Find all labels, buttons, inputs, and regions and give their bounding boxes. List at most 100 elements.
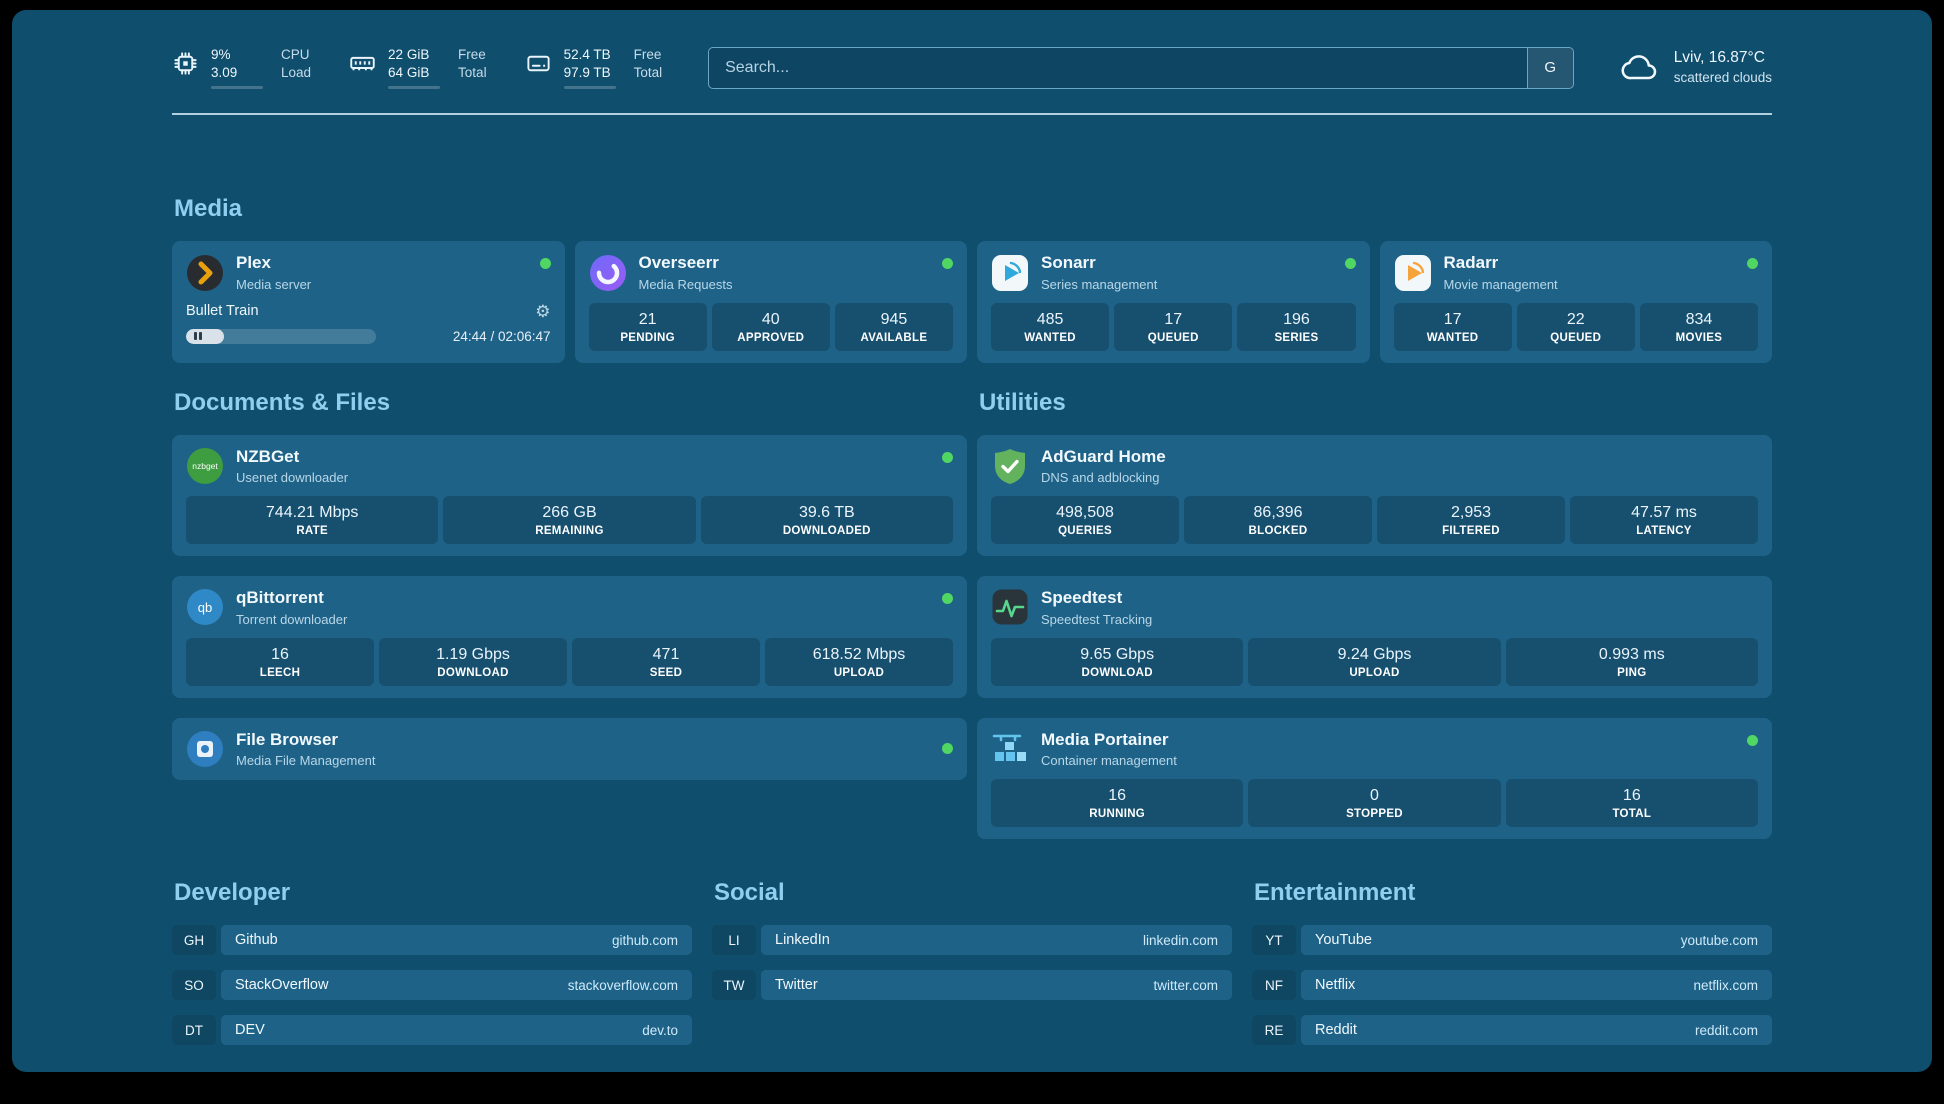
section-title-utilities: Utilities: [979, 388, 1066, 416]
adguard-shield-icon: [991, 447, 1029, 485]
service-card-nzbget[interactable]: nzbget NZBGet Usenet downloader 744.21 M…: [172, 434, 967, 557]
weather-condition: scattered clouds: [1673, 70, 1772, 86]
service-card-portainer[interactable]: Media Portainer Container management 16 …: [977, 717, 1772, 839]
search-engine-button[interactable]: G: [1526, 47, 1573, 88]
bookmark-group-entertainment: Entertainment YT YouTube youtube.com NF …: [1252, 879, 1772, 1045]
stat-box: 40 APPROVED: [711, 302, 830, 351]
stat-box: 86,396 BLOCKED: [1184, 496, 1372, 545]
bookmark-netflix[interactable]: NF Netflix netflix.com: [1252, 970, 1772, 1000]
stat-box: 39.6 TB DOWNLOADED: [700, 496, 953, 545]
bookmark-dev[interactable]: DT DEV dev.to: [172, 1015, 692, 1045]
playback-progress-bar[interactable]: [186, 328, 376, 344]
bookmark-abbr: TW: [712, 970, 756, 1000]
ram-free: 22 GiB: [388, 47, 430, 62]
service-name: Sonarr: [1041, 253, 1096, 273]
stat-box: 16 TOTAL: [1505, 779, 1758, 827]
stat-value: 471: [652, 645, 680, 663]
stat-label: RATE: [296, 525, 328, 538]
stat-label: FILTERED: [1442, 525, 1500, 538]
section-title-developer: Developer: [174, 879, 291, 906]
stat-box: 485 WANTED: [991, 302, 1110, 351]
bookmark-group-social: Social LI LinkedIn linkedin.com TW Twitt…: [712, 879, 1232, 1045]
stat-label: STOPPED: [1346, 808, 1403, 820]
bookmark-reddit[interactable]: RE Reddit reddit.com: [1252, 1015, 1772, 1045]
disk-label-bottom: Total: [633, 65, 663, 81]
stat-box: 9.65 Gbps DOWNLOAD: [991, 637, 1244, 686]
status-online-dot: [942, 743, 953, 755]
stat-value: 2,953: [1450, 504, 1492, 522]
ram-label-bottom: Total: [458, 65, 487, 81]
search-input[interactable]: [709, 47, 1527, 88]
pause-icon[interactable]: [194, 332, 202, 341]
stat-label: WANTED: [1024, 331, 1076, 344]
bookmark-youtube[interactable]: YT YouTube youtube.com: [1252, 925, 1772, 955]
section-title-social: Social: [714, 879, 785, 906]
stat-value: 16: [271, 645, 289, 663]
stat-label: SEED: [649, 666, 683, 679]
bookmark-github[interactable]: GH Github github.com: [172, 925, 692, 955]
cpu-load-average: 3.09: [211, 65, 238, 81]
bookmark-linkedin[interactable]: LI LinkedIn linkedin.com: [712, 925, 1232, 955]
stat-label: UPLOAD: [1349, 666, 1400, 679]
disk-values: 52.4 TB 97.9 TB: [563, 46, 616, 90]
stat-box: 16 RUNNING: [991, 779, 1244, 827]
stat-value: 266 GB: [542, 504, 597, 522]
stat-value: 0: [1370, 787, 1379, 804]
stat-value: 9.24 Gbps: [1337, 645, 1412, 663]
stat-label: MOVIES: [1675, 331, 1723, 344]
stat-label: DOWNLOAD: [437, 666, 509, 679]
ram-monitor: 22 GiB 64 GiB Free Total: [349, 46, 487, 90]
service-card-speedtest[interactable]: Speedtest Speedtest Tracking 9.65 Gbps D…: [977, 576, 1772, 698]
stat-box: 196 SERIES: [1237, 302, 1356, 351]
stat-box: 17 QUEUED: [1114, 302, 1233, 351]
bookmark-url: linkedin.com: [1142, 932, 1218, 948]
service-card-filebrowser[interactable]: File Browser Media File Management: [172, 717, 967, 780]
stat-label: UPLOAD: [833, 666, 885, 679]
plex-icon: [186, 254, 224, 292]
gear-icon[interactable]: ⚙: [535, 301, 551, 321]
service-card-adguard[interactable]: AdGuard Home DNS and adblocking 498,508 …: [977, 434, 1772, 557]
bookmark-url: github.com: [611, 932, 678, 948]
qbittorrent-icon: qb: [186, 588, 224, 626]
stat-box: 21 PENDING: [588, 302, 707, 351]
bookmark-url: netflix.com: [1693, 977, 1758, 993]
stat-label: QUERIES: [1058, 525, 1112, 538]
service-card-radarr[interactable]: Radarr Movie management 17 WANTED 22 QUE…: [1379, 241, 1772, 363]
stat-value: 47.57 ms: [1631, 504, 1697, 522]
stat-value: 744.21 Mbps: [265, 504, 359, 522]
bookmark-url: twitter.com: [1153, 977, 1218, 993]
portainer-icon: [991, 730, 1029, 768]
documents-column: Documents & Files nzbget NZBGet Usenet d…: [172, 389, 967, 839]
stat-value: 17: [1443, 310, 1462, 328]
stat-box: 22 QUEUED: [1516, 302, 1635, 351]
service-name: Media Portainer: [1041, 729, 1169, 749]
status-online-dot: [942, 593, 953, 605]
playback-time: 24:44 / 02:06:47: [452, 328, 551, 344]
service-card-plex[interactable]: Plex Media server Bullet Train ⚙ 24:44 /…: [172, 241, 565, 363]
disk-usage-bar: [563, 86, 616, 90]
service-card-qbittorrent[interactable]: qb qBittorrent Torrent downloader 16 LEE…: [172, 576, 967, 698]
service-card-sonarr[interactable]: Sonarr Series management 485 WANTED 17 Q…: [977, 241, 1370, 363]
stat-value: 834: [1685, 310, 1713, 328]
stat-value: 498,508: [1056, 504, 1114, 522]
stat-value: 196: [1283, 310, 1310, 328]
service-card-overseerr[interactable]: Overseerr Media Requests 21 PENDING 40 A…: [574, 241, 967, 363]
overseerr-icon: [589, 254, 627, 292]
stat-box: 1.19 Gbps DOWNLOAD: [379, 637, 567, 686]
stat-box: 834 MOVIES: [1639, 302, 1759, 351]
bookmark-stackoverflow[interactable]: SO StackOverflow stackoverflow.com: [172, 970, 692, 1000]
stat-value: 86,396: [1253, 504, 1303, 522]
bookmark-twitter[interactable]: TW Twitter twitter.com: [712, 970, 1232, 1000]
bookmark-name: Twitter: [775, 977, 818, 993]
stat-label: QUEUED: [1147, 331, 1199, 344]
ram-values: 22 GiB 64 GiB: [388, 46, 441, 90]
bookmark-url: reddit.com: [1694, 1022, 1758, 1038]
disk-free: 52.4 TB: [563, 47, 611, 62]
svg-text:nzbget: nzbget: [192, 461, 218, 471]
disk-label-top: Free: [633, 47, 662, 62]
stat-label: PING: [1617, 666, 1647, 679]
search-bar: G: [708, 46, 1574, 89]
bookmark-abbr: RE: [1252, 1015, 1296, 1045]
ram-total: 64 GiB: [388, 65, 430, 81]
bookmark-name: Netflix: [1315, 977, 1356, 993]
